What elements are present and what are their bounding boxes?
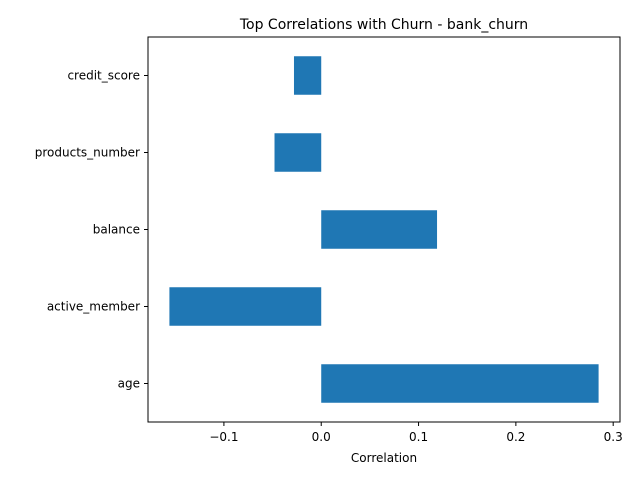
x-tick-label: 0.1	[409, 430, 428, 444]
y-tick-label-balance: balance	[93, 223, 140, 237]
x-tick-label: 0.0	[312, 430, 331, 444]
y-tick-label-active_member: active_member	[47, 300, 140, 314]
bar-active_member	[169, 287, 322, 326]
y-ticks-group: age active_member balance products_number cr…	[35, 69, 148, 391]
chart-title: Top Correlations with Churn - bank_churn	[239, 17, 528, 33]
x-tick-label: −0.1	[209, 430, 238, 444]
x-ticks-group: −0.1 0.0 0.1 0.2 0.3	[209, 422, 623, 444]
bar-credit_score	[293, 56, 322, 95]
x-axis-label: Correlation	[351, 451, 417, 465]
bars-group	[169, 56, 599, 403]
plot-frame	[147, 36, 621, 423]
y-tick-label-age: age	[118, 377, 140, 391]
bar-balance	[321, 210, 438, 249]
y-tick-label-products_number: products_number	[35, 146, 140, 160]
bar-products_number	[274, 133, 322, 172]
bar-age	[321, 364, 599, 403]
y-tick-label-credit_score: credit_score	[67, 69, 140, 83]
x-tick-label: 0.3	[604, 430, 623, 444]
x-tick-label: 0.2	[506, 430, 525, 444]
